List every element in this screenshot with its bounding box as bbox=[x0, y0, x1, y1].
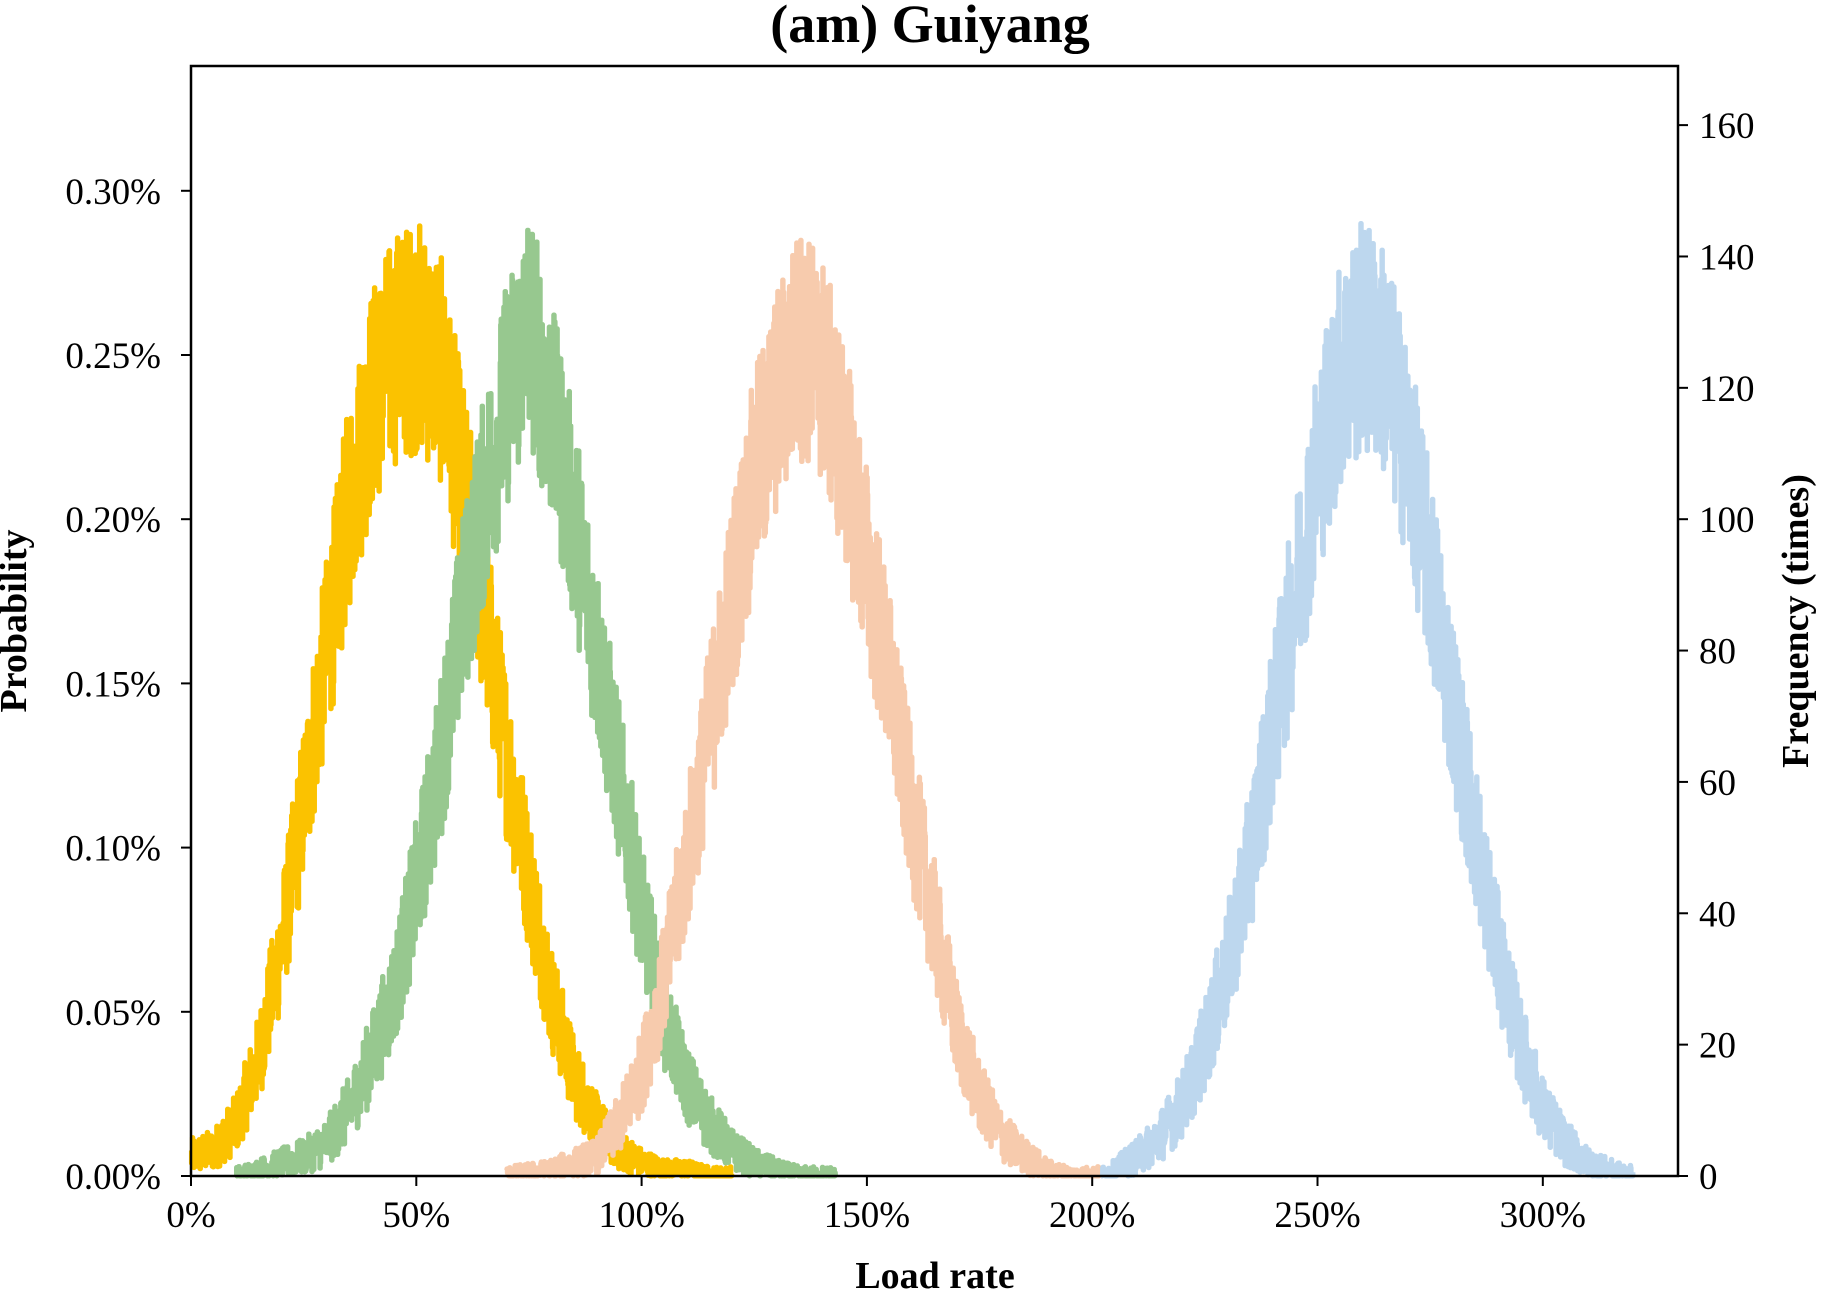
y2-tick-label: 20 bbox=[1699, 1026, 1736, 1067]
y-tick-label: 0.10% bbox=[65, 829, 161, 870]
x-tick-label: 0% bbox=[166, 1195, 215, 1236]
y2-tick-label: 140 bbox=[1699, 237, 1755, 278]
left-y-axis: 0.00% 0.05% 0.10% 0.15% 0.20% 0.25% 0.30% bbox=[65, 172, 191, 1198]
x-tick-label: 200% bbox=[1049, 1195, 1135, 1236]
x-tick-label: 150% bbox=[824, 1195, 910, 1236]
y-tick-label: 0.25% bbox=[65, 336, 161, 377]
series-line-2 bbox=[234, 227, 838, 1179]
y2-tick-label: 100 bbox=[1699, 500, 1755, 541]
y2-tick-label: 160 bbox=[1699, 106, 1755, 147]
y2-tick-label: 120 bbox=[1699, 369, 1755, 410]
y2-tick-label: 0 bbox=[1699, 1157, 1718, 1198]
y-tick-label: 0.05% bbox=[65, 993, 161, 1034]
y-tick-label: 0.00% bbox=[65, 1157, 161, 1198]
right-y-axis: 0 20 40 60 80 100 120 140 160 bbox=[1678, 106, 1755, 1198]
series-line-3 bbox=[504, 237, 1104, 1179]
x-tick-label: 100% bbox=[598, 1195, 684, 1236]
y-tick-label: 0.20% bbox=[65, 500, 161, 541]
plot-frame bbox=[189, 64, 1680, 1178]
series-line-4 bbox=[1099, 221, 1636, 1179]
left-y-axis-title: Probability bbox=[0, 530, 35, 713]
x-axis: 0% 50% 100% 150% 200% 250% 300% bbox=[166, 1176, 1586, 1236]
right-y-axis-title: Frequency (times) bbox=[1775, 474, 1817, 768]
x-axis-title: Load rate bbox=[855, 1255, 1014, 1297]
x-tick-label: 250% bbox=[1274, 1195, 1360, 1236]
series-layer bbox=[188, 221, 1636, 1179]
y2-tick-label: 60 bbox=[1699, 763, 1736, 804]
y2-tick-label: 80 bbox=[1699, 632, 1736, 673]
y2-tick-label: 40 bbox=[1699, 894, 1736, 935]
series-line-1 bbox=[188, 223, 735, 1179]
x-tick-label: 50% bbox=[382, 1195, 450, 1236]
y-tick-label: 0.15% bbox=[65, 664, 161, 705]
x-tick-label: 300% bbox=[1500, 1195, 1586, 1236]
chart-title: (am) Guiyang bbox=[770, 0, 1090, 54]
y-tick-label: 0.30% bbox=[65, 172, 161, 213]
